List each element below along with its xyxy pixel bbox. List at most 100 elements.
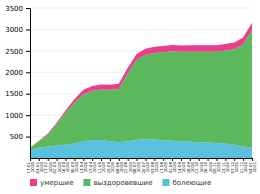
x-tick-mark	[181, 158, 182, 161]
x-axis: 17.01202003.02202017.02202002.03202016.0…	[26, 158, 257, 173]
x-tick: 28.092020	[186, 158, 195, 173]
x-tick: 16.032020	[61, 158, 70, 173]
y-tick-label: 3500	[5, 5, 23, 13]
x-tick: 02.032020	[52, 158, 61, 173]
x-tick: 25.052020	[106, 158, 115, 173]
x-tick-mark	[92, 158, 93, 161]
x-tick: 04.012021	[248, 158, 257, 173]
x-tick-mark	[234, 158, 235, 161]
legend-label: болеющие	[172, 179, 211, 187]
x-tick-mark	[101, 158, 102, 161]
x-tick-mark	[57, 158, 58, 161]
x-tick-mark	[225, 158, 226, 161]
x-tick-label: 17.012020	[26, 162, 35, 174]
plot-area	[30, 23, 252, 158]
x-tick-label: 27.042020	[88, 162, 97, 174]
y-tick: 3000	[5, 26, 30, 34]
x-tick: 03.082020	[150, 158, 159, 173]
x-tick-mark	[190, 158, 191, 161]
x-tick: 07.122020	[230, 158, 239, 173]
x-tick: 12.102020	[194, 158, 203, 173]
x-tick-label: 28.092020	[186, 162, 195, 174]
x-tick-label: 30.032020	[70, 162, 79, 174]
y-tick: 500	[10, 133, 30, 141]
y-tick-label: 1000	[5, 112, 23, 120]
x-tick-mark	[110, 158, 111, 161]
x-tick-mark	[154, 158, 155, 161]
x-tick: 21.122020	[239, 158, 248, 173]
y-tick-mark	[26, 137, 30, 138]
x-tick: 26.102020	[203, 158, 212, 173]
y-tick-label: 1500	[5, 90, 23, 98]
legend-label: умершие	[40, 179, 73, 187]
x-tick-mark	[243, 158, 244, 161]
x-tick-label: 17.022020	[43, 162, 52, 174]
x-tick-label: 08.062020	[115, 162, 124, 174]
grid-line	[30, 8, 252, 9]
y-tick: 2000	[5, 69, 30, 77]
y-tick: 2500	[5, 48, 30, 56]
x-tick: 23.112020	[221, 158, 230, 173]
x-tick-label: 03.022020	[35, 162, 44, 174]
x-tick-label: 09.112020	[212, 162, 221, 174]
x-tick-mark	[128, 158, 129, 161]
x-tick-mark	[199, 158, 200, 161]
y-tick-mark	[26, 51, 30, 52]
x-tick: 11.052020	[97, 158, 106, 173]
x-tick-mark	[163, 158, 164, 161]
x-tick: 14.092020	[177, 158, 186, 173]
x-tick-label: 17.082020	[159, 162, 168, 174]
legend: умершиевыздоровевшиеболеющие	[30, 179, 211, 187]
x-axis-line	[31, 158, 253, 159]
y-axis-line	[30, 9, 31, 159]
x-tick: 17.022020	[43, 158, 52, 173]
x-tick-mark	[39, 158, 40, 161]
x-tick: 08.062020	[115, 158, 124, 173]
x-tick-label: 14.092020	[177, 162, 186, 174]
y-tick: 3500	[5, 5, 30, 13]
x-tick: 13.042020	[79, 158, 88, 173]
x-tick: 31.082020	[168, 158, 177, 173]
x-tick-label: 07.122020	[230, 162, 239, 174]
x-tick-label: 16.032020	[61, 162, 70, 174]
area	[30, 23, 252, 148]
x-tick-label: 13.042020	[79, 162, 88, 174]
y-tick-label: 3000	[5, 26, 23, 34]
y-tick-mark	[26, 29, 30, 30]
x-tick-mark	[172, 158, 173, 161]
x-tick-mark	[216, 158, 217, 161]
x-tick-label: 11.052020	[97, 162, 106, 174]
x-tick-mark	[48, 158, 49, 161]
x-tick-mark	[30, 158, 31, 161]
legend-swatch	[162, 179, 169, 186]
chart: 50010001500200025003000350017.01202003.0…	[0, 0, 260, 194]
x-tick-label: 22.062020	[123, 162, 132, 174]
x-tick-mark	[145, 158, 146, 161]
x-tick: 09.112020	[212, 158, 221, 173]
x-tick-label: 12.102020	[194, 162, 203, 174]
y-tick: 1500	[5, 90, 30, 98]
x-tick-mark	[83, 158, 84, 161]
x-tick: 20.072020	[141, 158, 150, 173]
x-tick-label: 03.082020	[150, 162, 159, 174]
y-tick: 1000	[5, 112, 30, 120]
x-tick: 17.012020	[26, 158, 35, 173]
x-tick-label: 21.122020	[239, 162, 248, 174]
x-tick: 30.032020	[70, 158, 79, 173]
x-tick-label: 25.052020	[106, 162, 115, 174]
x-tick: 17.082020	[159, 158, 168, 173]
legend-swatch	[30, 179, 37, 186]
x-tick-label: 06.072020	[132, 162, 141, 174]
x-tick-label-line: 2021	[252, 162, 257, 173]
x-tick-label: 02.032020	[52, 162, 61, 174]
legend-swatch	[83, 179, 90, 186]
x-tick-mark	[66, 158, 67, 161]
x-tick-mark	[119, 158, 120, 161]
x-tick-label: 04.012021	[248, 162, 257, 174]
x-tick-label: 26.102020	[203, 162, 212, 174]
y-tick-label: 2000	[5, 69, 23, 77]
x-tick: 03.022020	[35, 158, 44, 173]
x-tick: 27.042020	[88, 158, 97, 173]
y-tick-label: 2500	[5, 48, 23, 56]
x-tick: 06.072020	[132, 158, 141, 173]
